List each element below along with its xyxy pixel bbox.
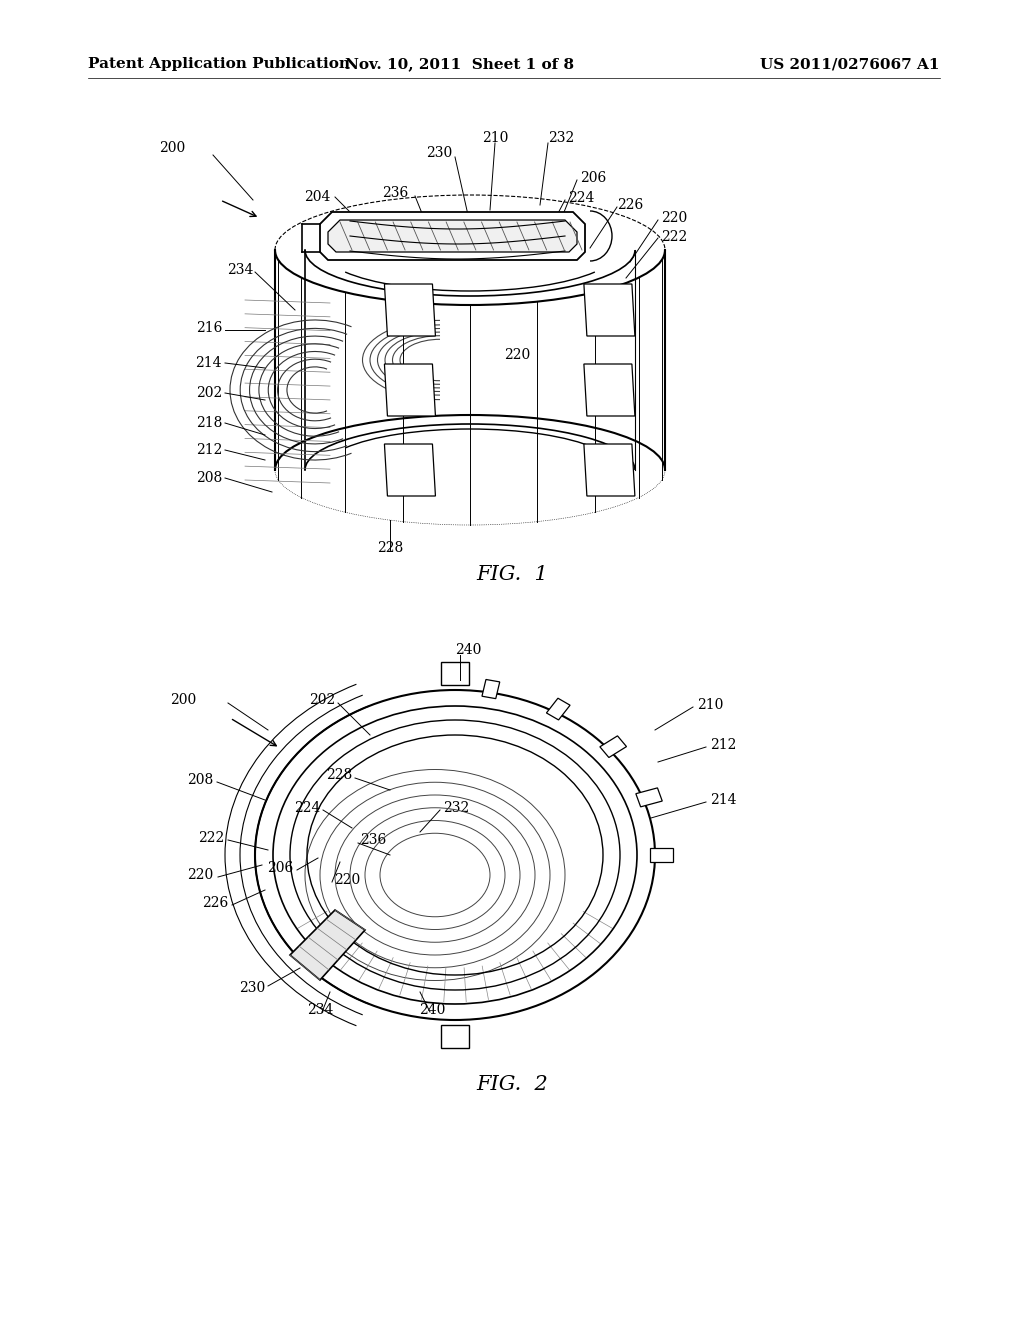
Text: 234: 234 [307,1003,333,1016]
Text: 206: 206 [580,172,606,185]
Text: 210: 210 [482,131,508,145]
Text: 226: 226 [617,198,643,213]
Polygon shape [482,680,500,698]
Text: 222: 222 [662,230,687,244]
Text: 240: 240 [455,643,481,657]
Text: 236: 236 [382,186,408,201]
Text: 214: 214 [710,793,736,807]
Text: 212: 212 [710,738,736,752]
Text: 212: 212 [196,444,222,457]
Text: 230: 230 [239,981,265,995]
Text: 220: 220 [334,873,360,887]
Text: 228: 228 [377,541,403,554]
Polygon shape [328,220,577,252]
Text: 220: 220 [186,869,213,882]
Text: Nov. 10, 2011  Sheet 1 of 8: Nov. 10, 2011 Sheet 1 of 8 [345,57,574,71]
Text: 214: 214 [196,356,222,370]
Text: FIG.  1: FIG. 1 [476,565,548,585]
Text: 228: 228 [326,768,352,781]
Text: 232: 232 [548,131,574,145]
Text: 232: 232 [443,801,469,814]
Text: 204: 204 [304,190,330,205]
Polygon shape [290,909,365,979]
Text: 206: 206 [266,861,293,875]
Polygon shape [441,1026,469,1048]
Text: 200: 200 [159,141,185,154]
Polygon shape [384,364,435,416]
Polygon shape [636,788,663,807]
Text: 202: 202 [309,693,335,708]
Text: 234: 234 [226,263,253,277]
Text: 216: 216 [196,321,222,335]
Text: 202: 202 [196,385,222,400]
Text: 210: 210 [697,698,723,711]
Text: 200: 200 [170,693,196,708]
Text: 224: 224 [568,191,594,205]
Text: US 2011/0276067 A1: US 2011/0276067 A1 [761,57,940,71]
Text: 240: 240 [419,1003,445,1016]
Polygon shape [584,284,635,337]
Text: 208: 208 [186,774,213,787]
Polygon shape [584,444,635,496]
Polygon shape [384,284,435,337]
Text: 208: 208 [196,471,222,484]
Polygon shape [384,444,435,496]
Text: 220: 220 [504,348,530,362]
Text: 236: 236 [360,833,386,847]
Polygon shape [584,364,635,416]
Text: 218: 218 [196,416,222,430]
Polygon shape [650,847,673,862]
Text: 224: 224 [294,801,319,814]
Text: Patent Application Publication: Patent Application Publication [88,57,350,71]
Text: 222: 222 [198,832,224,845]
Polygon shape [600,735,627,758]
Text: 230: 230 [426,147,452,160]
Polygon shape [441,663,469,685]
Text: FIG.  2: FIG. 2 [476,1076,548,1094]
Polygon shape [547,698,570,719]
Text: 226: 226 [202,896,228,909]
Text: 220: 220 [662,211,687,224]
Polygon shape [319,213,585,260]
